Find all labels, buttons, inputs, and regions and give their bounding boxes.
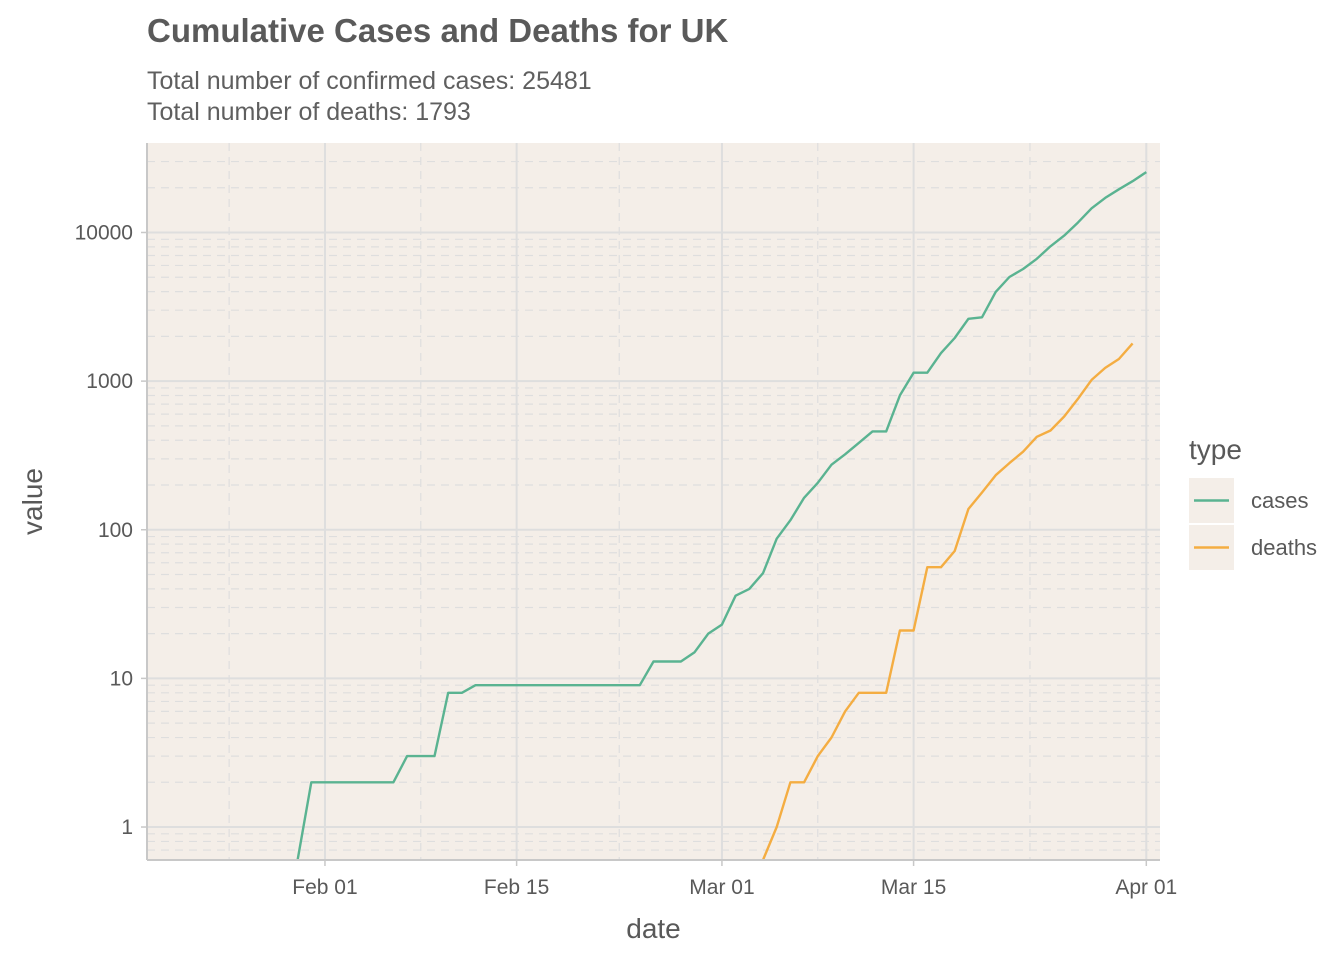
legend: type cases deaths (1189, 434, 1317, 570)
legend-title: type (1189, 434, 1242, 465)
x-tick-label: Mar 01 (689, 876, 754, 899)
series-line-deaths (761, 342, 1134, 861)
x-axis-ticks: Feb 01 Feb 15 Mar 01 Mar 15 Apr 01 (292, 860, 1177, 899)
y-tick-label: 1 (121, 816, 133, 839)
y-tick-label: 1000 (86, 370, 133, 393)
chart-title: Cumulative Cases and Deaths for UK (147, 12, 729, 49)
y-tick-label: 10 (110, 667, 133, 690)
major-gridlines (147, 143, 1160, 860)
x-tick-label: Mar 15 (881, 876, 946, 899)
y-axis-label: value (17, 468, 48, 535)
x-tick-label: Feb 01 (292, 876, 357, 899)
legend-label-cases: cases (1251, 488, 1308, 513)
plot-panel (147, 143, 1160, 860)
legend-label-deaths: deaths (1251, 535, 1317, 560)
series-line-cases (296, 171, 1147, 861)
chart-subtitle-cases: Total number of confirmed cases: 25481 (147, 67, 592, 95)
x-axis-label: date (626, 913, 681, 944)
y-tick-label: 100 (98, 519, 133, 542)
x-tick-label: Apr 01 (1115, 876, 1177, 899)
chart-subtitle-deaths: Total number of deaths: 1793 (147, 98, 471, 126)
y-axis-ticks: 1 10 100 1000 10000 (75, 221, 147, 839)
series-lines (296, 171, 1147, 861)
y-tick-label: 10000 (75, 221, 133, 244)
x-tick-label: Feb 15 (484, 876, 549, 899)
